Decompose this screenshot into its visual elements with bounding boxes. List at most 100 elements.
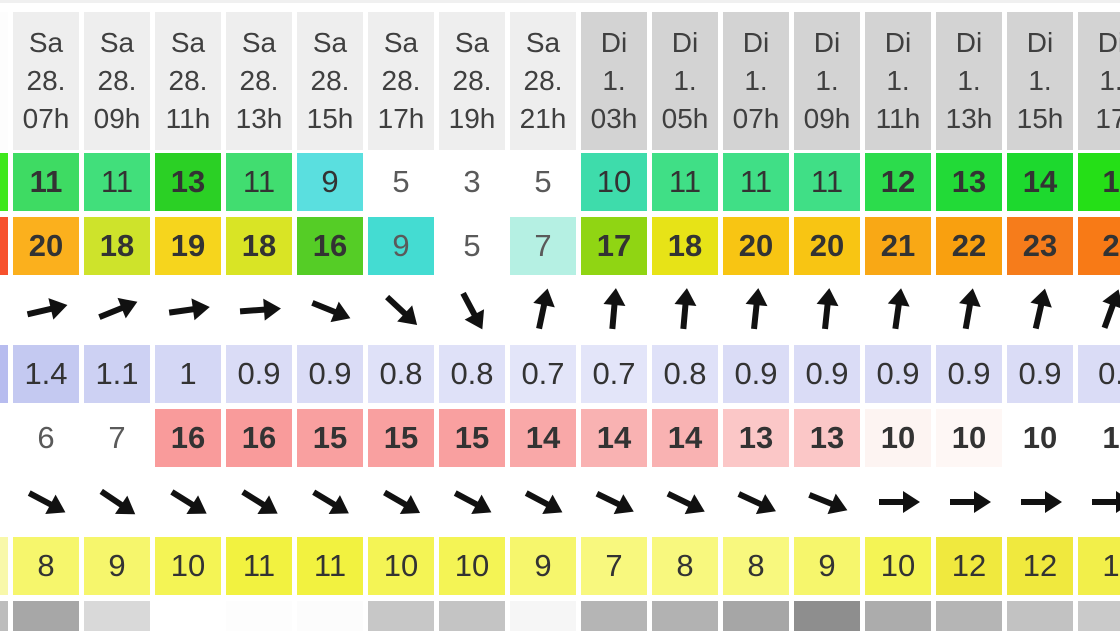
direction-arrow-icon: [588, 284, 640, 336]
wind-gust-cell: 19: [155, 217, 221, 275]
wind-gust-cell-value: 17: [596, 228, 632, 263]
wind-speed-cell: 11: [84, 153, 150, 211]
forecast-table[interactable]: Sa 28. 07h Sa 28. 09h Sa 28. 11h Sa 28. 13h Sa 28. 15h…: [0, 12, 1120, 631]
wave-period-cell: 14: [510, 409, 576, 467]
wave-height-cell: 0.8: [368, 345, 434, 403]
wind-speed-cell-value: 5: [392, 164, 410, 199]
wave-height-cell-value: 0.7: [521, 356, 565, 391]
temperature-cell-value: 8: [747, 548, 765, 583]
wave-period-cell: [0, 409, 8, 467]
wave-period-cell-value: 14: [596, 420, 632, 455]
wave-period-cell: 10: [936, 409, 1002, 467]
wave-direction-cell: [794, 473, 860, 531]
wave-period-cell-value: 15: [312, 420, 348, 455]
wave-direction-cell: [510, 473, 576, 531]
header-day-label: Sa: [170, 27, 206, 58]
wave-period-cell-value: 1: [1102, 420, 1120, 455]
header-date-label: 28.: [168, 65, 208, 96]
wind-speed-cell: 9: [297, 153, 363, 211]
wind-gust-cell-value: 5: [463, 228, 481, 263]
header-day-label: Di: [884, 27, 912, 58]
date-header-cell: Di 1. 11h: [865, 12, 931, 150]
header-hour-label: 09h: [93, 103, 141, 134]
wave-period-cell-value: 13: [809, 420, 845, 455]
temperature-cell: 10: [368, 537, 434, 595]
header-date-label: 28.: [452, 65, 492, 96]
wind-direction-cell: [1007, 281, 1073, 339]
wind-gust-cell: 21: [865, 217, 931, 275]
header-date-label: 1.: [673, 65, 697, 96]
wave-direction-row: [0, 473, 1120, 531]
direction-arrow-icon: [801, 284, 854, 337]
wind-gust-cell-value: 22: [951, 228, 987, 263]
wind-gust-cell-value: 18: [667, 228, 703, 263]
temperature-cell: 12: [1007, 537, 1073, 595]
wave-period-cell: 15: [439, 409, 505, 467]
direction-arrow-icon: [653, 473, 717, 531]
wave-height-cell-value: 0.8: [379, 356, 423, 391]
wave-direction-cell: [1078, 473, 1120, 531]
wave-period-cell: 15: [297, 409, 363, 467]
header-day-label: Sa: [99, 27, 135, 58]
wind-gust-cell-value: 16: [312, 228, 348, 263]
wind-gust-cell-value: 7: [534, 228, 552, 263]
direction-arrow-icon: [1087, 478, 1120, 526]
header-hour-label: 03h: [590, 103, 638, 134]
wind-gust-cell: 22: [936, 217, 1002, 275]
wind-speed-cell: 11: [794, 153, 860, 211]
wind-direction-cell: [226, 281, 292, 339]
wind-gust-cell: 18: [652, 217, 718, 275]
wind-gust-cell-value: 18: [241, 228, 277, 263]
temperature-cell: 9: [84, 537, 150, 595]
wave-height-cell: 0.9: [1007, 345, 1073, 403]
wave-period-cell-value: 15: [383, 420, 419, 455]
direction-arrow-icon: [368, 281, 434, 339]
wind-direction-cell: [297, 281, 363, 339]
header-hour-label: 15h: [1016, 103, 1064, 134]
header-day-label: Sa: [241, 27, 277, 58]
wind-speed-cell-value: 10: [596, 164, 632, 199]
wind-gust-cell-value: 2: [1102, 228, 1120, 263]
wave-height-cell-value: 0.9: [308, 356, 352, 391]
header-hour-label: 17h: [377, 103, 425, 134]
wind-gust-cell-value: 19: [170, 228, 206, 263]
header-date-label: 1.: [602, 65, 626, 96]
header-hour-label: 11h: [875, 103, 921, 134]
temperature-cell-value: 8: [37, 548, 55, 583]
direction-arrow-icon: [14, 473, 79, 531]
header-hour-label: 09h: [803, 103, 851, 134]
wind-direction-cell: [794, 281, 860, 339]
temperature-cell-value: 8: [676, 548, 694, 583]
wave-height-cell-value: 0.9: [947, 356, 991, 391]
wave-direction-cell: [581, 473, 647, 531]
wind-gust-cell: 5: [439, 217, 505, 275]
temperature-cell-value: 10: [170, 548, 206, 583]
wave-height-cell-value: 0.9: [876, 356, 920, 391]
wind-gust-cell: 2: [1078, 217, 1120, 275]
direction-arrow-icon: [874, 478, 922, 526]
wind-gusts-row: 20 18 19 18 16 9 5 7 17 18 20 20 21 22 23 2: [0, 217, 1120, 275]
wind-gust-cell-value: 23: [1022, 228, 1058, 263]
direction-arrow-icon: [515, 282, 572, 339]
wind-speed-cell-value: 5: [534, 164, 552, 199]
wave-direction-cell: [652, 473, 718, 531]
wave-height-cell: 0.9: [297, 345, 363, 403]
direction-arrow-icon: [1016, 478, 1064, 526]
wave-period-cell: 16: [226, 409, 292, 467]
temperature-cell-value: 11: [313, 548, 347, 583]
wave-period-cell: 10: [1007, 409, 1073, 467]
wave-period-cell: 14: [581, 409, 647, 467]
wave-height-cell-value: 0.9: [805, 356, 849, 391]
temperature-cell-value: 9: [108, 548, 126, 583]
wind-direction-cell: [865, 281, 931, 339]
wave-period-cell: 6: [13, 409, 79, 467]
wind-speed-cell: 12: [865, 153, 931, 211]
wave-direction-cell: [865, 473, 931, 531]
header-day-label: Sa: [525, 27, 561, 58]
wind-speed-cell-value: 11: [100, 164, 134, 199]
temperature-cell: 10: [865, 537, 931, 595]
wave-period-row: 6 7 16 16 15 15 15 14 14 14 13 13 10 10 10 1: [0, 409, 1120, 467]
wave-height-cell: 0.: [1078, 345, 1120, 403]
wave-period-cell: 15: [368, 409, 434, 467]
temperature-cell-value: 10: [383, 548, 419, 583]
